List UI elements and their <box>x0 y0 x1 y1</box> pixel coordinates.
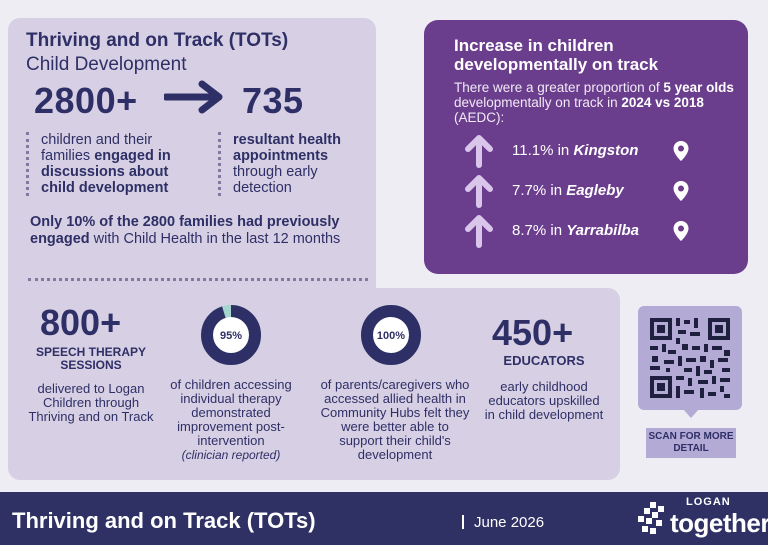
logo-text-top: LOGAN <box>686 496 731 508</box>
previous-engagement-note: Only 10% of the 2800 families had previo… <box>30 214 370 248</box>
note-bold: Only 10% of the 2800 families had previo… <box>30 214 340 247</box>
educators-number: 450+ <box>492 312 574 353</box>
child-development-panel <box>8 18 376 300</box>
separator <box>462 515 464 529</box>
increase-panel: Increase in children developmentally on … <box>424 20 748 274</box>
qr-code-frame[interactable] <box>638 306 742 410</box>
qr-pointer <box>682 408 700 418</box>
intro-text-2: developmentally on track in <box>454 95 622 110</box>
location-name: Kingston <box>573 142 639 159</box>
educators-description: early childhood educators upskilled in c… <box>484 379 604 422</box>
families-description: children and their families engaged in d… <box>26 132 196 196</box>
footer: Thriving and on Track (TOTs) June 2026 L… <box>0 492 768 545</box>
families-desc-text: children and their families <box>41 132 153 164</box>
location-percent: 8.7% in <box>512 222 567 239</box>
ring-progress <box>201 305 261 365</box>
location-stat: 7.7% in Eagleby <box>512 182 624 199</box>
appointments-description: resultant health appointments through ea… <box>218 132 368 196</box>
increase-title: Increase in children developmentally on … <box>454 36 659 74</box>
arrow-up-icon <box>465 175 493 208</box>
ring-label: 100% <box>377 330 405 342</box>
ring-progress <box>361 305 421 365</box>
appointments-number: 735 <box>242 80 304 121</box>
educators-label: EDUCATORS <box>503 353 585 368</box>
location-name: Yarrabilba <box>566 222 640 239</box>
scan-label: SCAN FOR MORE DETAIL <box>646 428 736 458</box>
footer-date-wrap: June 2026 <box>462 514 544 531</box>
therapy-description: of children accessing individual therapy… <box>170 377 292 448</box>
location-row-yarrabilba: 8.7% in Yarrabilba <box>464 214 704 248</box>
intro-text-1: There were a greater proportion of <box>454 80 664 95</box>
location-stat: 8.7% in Yarrabilba <box>512 222 639 239</box>
location-percent: 11.1% in <box>512 142 574 159</box>
speech-label: SPEECH THERAPY SESSIONS <box>35 345 147 372</box>
map-pin-icon <box>673 141 689 161</box>
appointments-desc-text: through early detection <box>233 164 318 196</box>
arrow-up-icon <box>465 135 493 168</box>
map-pin-icon <box>673 181 689 201</box>
location-row-kingston: 11.1% in Kingston <box>464 134 704 168</box>
dotted-divider <box>28 278 368 281</box>
page-subtitle: Child Development <box>26 54 187 75</box>
speech-description: delivered to Logan Children through Thri… <box>28 381 154 424</box>
note-text: with Child Health in the last 12 months <box>89 231 341 247</box>
logan-together-logo-icon <box>638 502 664 534</box>
footer-title: Thriving and on Track (TOTs) <box>12 508 316 533</box>
logo-text-bottom: together <box>670 508 768 538</box>
intro-bold-1: 5 year olds <box>663 80 734 95</box>
families-desc-bold: engaged in discussions about child devel… <box>41 148 171 196</box>
intro-bold-2: 2024 vs 2018 <box>621 95 704 110</box>
therapy-note: (clinician reported) <box>181 448 281 462</box>
map-pin-icon <box>673 221 689 241</box>
page-title: Thriving and on Track (TOTs) <box>26 30 289 51</box>
qr-code-icon <box>648 316 732 400</box>
families-number: 2800+ <box>34 80 138 121</box>
therapy-ring-chart: 95% <box>201 305 261 365</box>
increase-intro: There were a greater proportion of 5 yea… <box>454 80 744 125</box>
ring-label: 95% <box>220 330 242 342</box>
parents-ring-chart: 100% <box>361 305 421 365</box>
footer-date: June 2026 <box>474 514 545 531</box>
stats-panel <box>8 288 620 480</box>
speech-number: 800+ <box>40 302 122 343</box>
parents-description: of parents/caregivers who accessed allie… <box>320 377 470 462</box>
arrow-up-icon <box>465 215 493 248</box>
location-row-eagleby: 7.7% in Eagleby <box>464 174 704 208</box>
location-name: Eagleby <box>566 182 624 199</box>
arrow-right-icon <box>164 80 223 114</box>
intro-text-3: (AEDC): <box>454 110 505 125</box>
location-percent: 7.7% in <box>512 182 567 199</box>
location-stat: 11.1% in Kingston <box>512 142 638 159</box>
appointments-desc-bold: resultant health appointments <box>233 132 341 164</box>
